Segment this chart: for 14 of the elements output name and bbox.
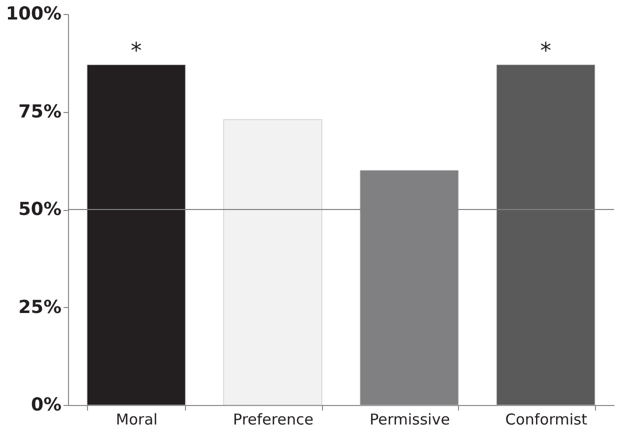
x-tick-label: Permissive <box>370 410 450 428</box>
y-tick-label: 75% <box>18 101 62 122</box>
y-tick-label: 100% <box>6 4 62 24</box>
annotation: * <box>540 38 552 64</box>
annotation: * <box>130 38 142 64</box>
x-tick-label: Conformist <box>505 410 588 428</box>
y-tick-label: 50% <box>18 199 62 220</box>
bar <box>86 64 186 406</box>
y-tick-label: 0% <box>30 394 62 416</box>
y-tick-label: 25% <box>18 296 62 318</box>
bar <box>496 64 596 406</box>
x-tick-label: Moral <box>116 410 158 428</box>
bar <box>223 119 322 406</box>
x-tick-label: Preference <box>233 410 314 428</box>
